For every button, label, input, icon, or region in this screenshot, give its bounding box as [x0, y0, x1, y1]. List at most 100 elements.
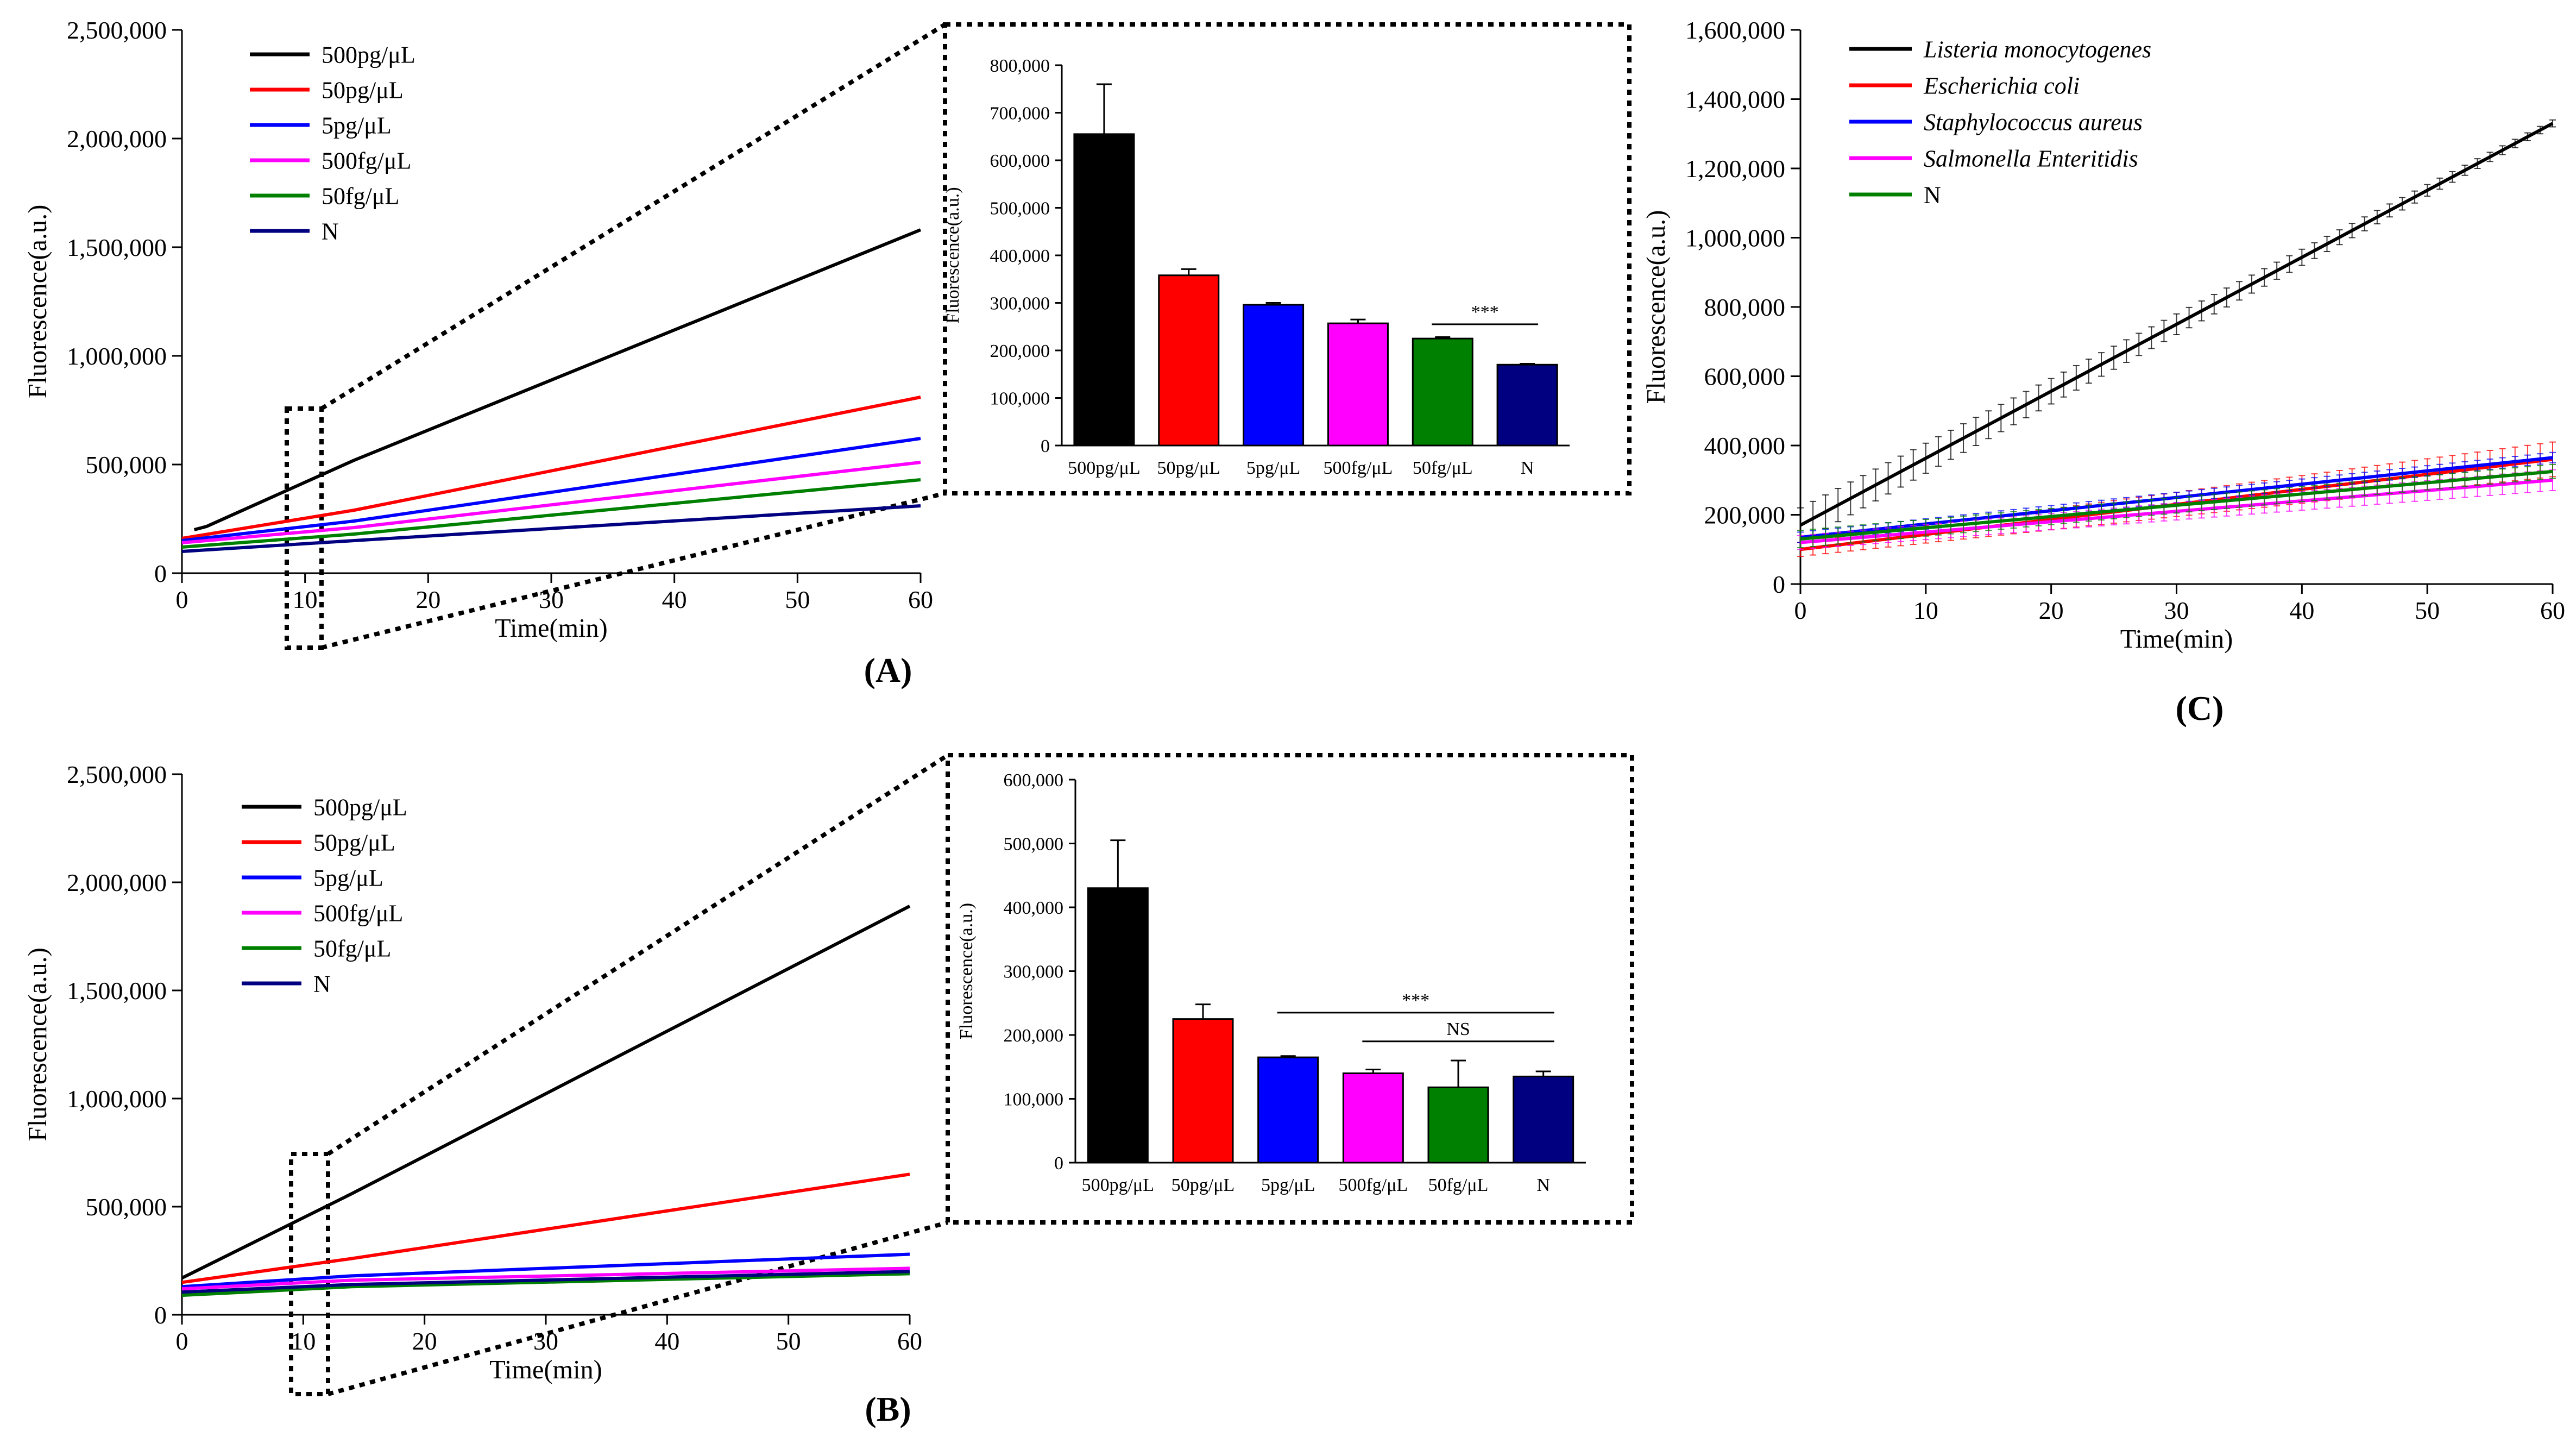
y-tick-label: 500,000	[86, 451, 167, 479]
x-tick-label: 0	[176, 1327, 188, 1355]
zoom-connector-top-a	[320, 22, 947, 411]
y-axis-label: Fluorescence(a.u.)	[943, 187, 963, 323]
inset-frame-a	[943, 22, 1632, 495]
x-tick-label: 20	[415, 586, 440, 613]
category-label: N	[1536, 1175, 1550, 1195]
y-tick-label: 300,000	[990, 293, 1050, 313]
y-tick-label: 2,500,000	[67, 761, 167, 788]
x-tick-label: 50	[785, 586, 810, 613]
y-tick-label: 0	[1041, 436, 1050, 456]
x-tick-label: 60	[2540, 597, 2565, 624]
y-tick-label: 300,000	[1004, 962, 1064, 982]
bar-5pg-l	[1257, 1056, 1319, 1164]
category-label: N	[1521, 458, 1534, 478]
legend-label: 50pg/μL	[313, 829, 395, 856]
series-line	[181, 905, 911, 1280]
series-5pg-l	[181, 1252, 910, 1289]
y-tick-label: 1,500,000	[67, 977, 167, 1005]
legend-label: N	[322, 218, 339, 244]
legend-label: 500fg/μL	[322, 147, 411, 174]
series-5pg-l	[181, 437, 921, 542]
y-tick-label: 1,500,000	[67, 234, 167, 261]
legend-label: N	[1924, 181, 1941, 208]
y-tick-label: 800,000	[1704, 293, 1786, 321]
legend-label: Staphylococcus aureus	[1924, 109, 2143, 135]
legend-label: 500pg/μL	[313, 794, 407, 820]
y-tick-label: 700,000	[990, 103, 1050, 123]
y-tick-label: 600,000	[1004, 770, 1064, 790]
chart-c-line: 0 200,000 400,000 600,000 800,000 1,000,000 1,…	[1642, 16, 2565, 654]
series-listeria-monocytogenes	[1797, 119, 2556, 543]
panel-label-c: (C)	[2176, 689, 2224, 727]
bar-50fg-l	[1412, 337, 1473, 447]
bar-n	[1496, 363, 1558, 447]
y-tick-label: 2,500,000	[67, 16, 167, 44]
category-label: 50fg/μL	[1428, 1175, 1489, 1195]
x-tick-label: 40	[662, 586, 687, 613]
y-tick-label: 100,000	[1004, 1089, 1064, 1109]
legend-label: 50fg/μL	[313, 935, 391, 962]
legend-label: Escherichia coli	[1923, 72, 2080, 99]
x-tick-label: 30	[533, 1327, 558, 1355]
x-tick-label: 30	[2164, 597, 2189, 624]
category-label: 50pg/μL	[1157, 458, 1220, 478]
y-tick-label: 800,000	[990, 56, 1050, 76]
category-label: 500pg/μL	[1082, 1175, 1154, 1195]
series-line	[181, 478, 921, 549]
panel-label-b: (B)	[865, 1390, 911, 1428]
series-500pg-l	[181, 905, 911, 1280]
x-tick-label: 10	[293, 586, 318, 613]
y-axis-label: Fluorescence(a.u.)	[1642, 210, 1671, 404]
y-tick-label: 600,000	[990, 151, 1050, 171]
series-n	[181, 504, 921, 553]
y-tick-label: 1,000,000	[67, 1085, 167, 1113]
zoom-connector-bottom-b	[327, 1220, 949, 1396]
y-tick-label: 100,000	[990, 388, 1050, 409]
category-label: 50fg/μL	[1413, 458, 1473, 478]
series-line	[181, 1252, 910, 1289]
x-tick-label: 0	[176, 586, 188, 613]
y-tick-label: 200,000	[1004, 1026, 1064, 1046]
y-axis-label: Fluorescence(a.u.)	[956, 903, 977, 1039]
series-50pg-l	[181, 1172, 910, 1284]
y-tick-label: 2,000,000	[67, 869, 167, 896]
bar-5pg-l	[1243, 304, 1305, 447]
series-line	[1800, 469, 2553, 541]
x-axis-label: Time(min)	[489, 1356, 602, 1384]
legend-label: 5pg/μL	[322, 112, 392, 139]
series-line	[1799, 122, 2554, 527]
y-tick-label: 1,200,000	[1685, 155, 1785, 183]
panel-label-a: (A)	[864, 651, 912, 689]
y-tick-label: 0	[1773, 570, 1785, 598]
series-50fg-l	[181, 478, 921, 549]
category-label: 500pg/μL	[1068, 458, 1140, 478]
legend-label: 50pg/μL	[322, 77, 404, 103]
series-500pg-l	[193, 228, 922, 531]
series-n	[181, 1270, 910, 1294]
legend-label: N	[313, 970, 331, 997]
y-tick-label: 0	[154, 560, 167, 587]
significance-label: ***	[1471, 302, 1499, 322]
series-line	[181, 1266, 910, 1291]
x-tick-label: 10	[1913, 597, 1938, 624]
legend-label: 5pg/μL	[313, 864, 383, 891]
series-50pg-l	[181, 396, 921, 540]
y-tick-label: 500,000	[990, 198, 1050, 218]
series-line	[181, 437, 921, 542]
y-tick-label: 400,000	[1004, 898, 1064, 918]
x-tick-label: 60	[897, 1327, 922, 1355]
series-500fg-l	[181, 461, 921, 544]
series-line	[181, 504, 921, 553]
legend-label: Salmonella Enteritidis	[1924, 145, 2138, 172]
series-500fg-l	[181, 1266, 910, 1291]
y-tick-label: 500,000	[86, 1193, 167, 1221]
chart-b-bar: 0 100,000 200,000 300,000 400,000 500,000 600,…	[956, 770, 1586, 1195]
series-line	[181, 1270, 910, 1294]
bar-50pg-l	[1172, 1018, 1234, 1164]
zoom-connectors	[285, 22, 1634, 1396]
significance-label: NS	[1446, 1019, 1470, 1039]
significance-label: ***	[1402, 990, 1429, 1011]
y-tick-label: 2,000,000	[67, 125, 167, 153]
y-tick-label: 1,000,000	[67, 342, 167, 370]
